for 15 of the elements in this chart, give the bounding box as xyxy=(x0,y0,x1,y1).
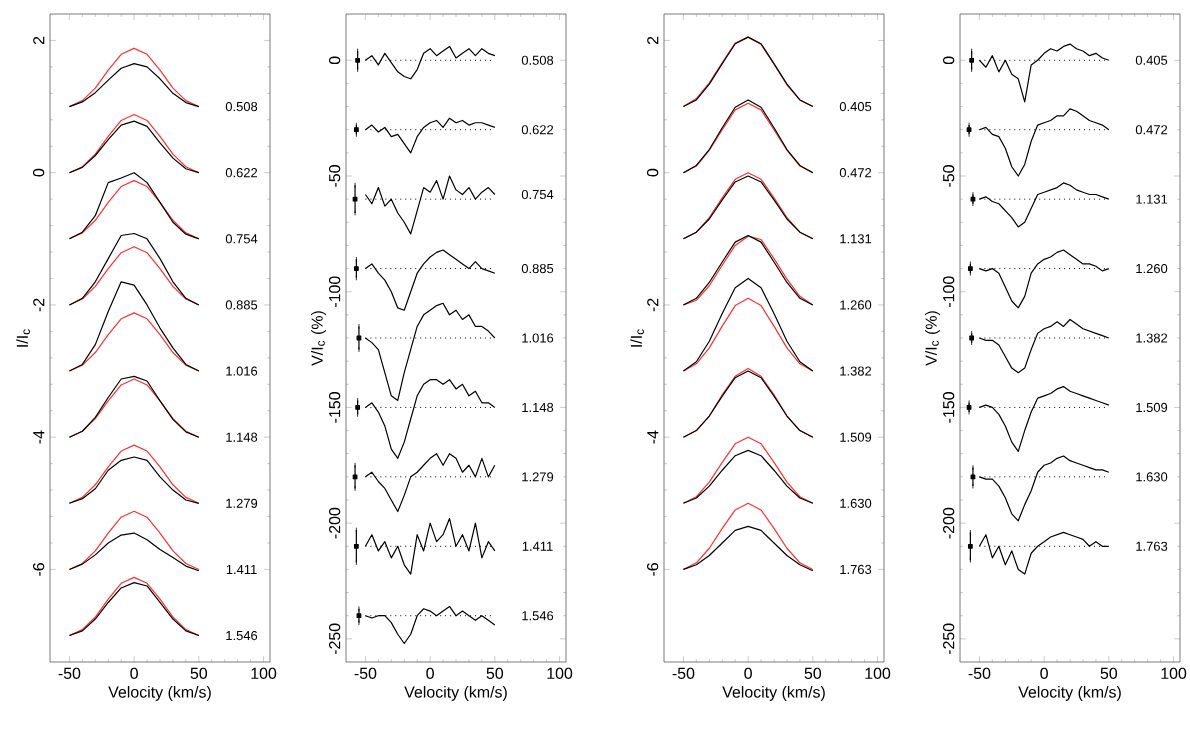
line-series xyxy=(68,444,200,504)
line-series xyxy=(682,235,814,306)
line-series xyxy=(68,532,200,572)
line-series xyxy=(682,502,814,571)
line-series xyxy=(68,456,200,504)
line-series xyxy=(68,232,200,306)
line-series xyxy=(682,277,814,372)
line-series xyxy=(682,449,814,504)
line-series xyxy=(68,510,200,571)
line-series xyxy=(682,436,814,504)
line-series xyxy=(68,281,200,372)
line-series xyxy=(68,62,200,108)
line-series xyxy=(682,297,814,372)
line-series xyxy=(682,36,814,108)
line-series xyxy=(68,47,200,108)
